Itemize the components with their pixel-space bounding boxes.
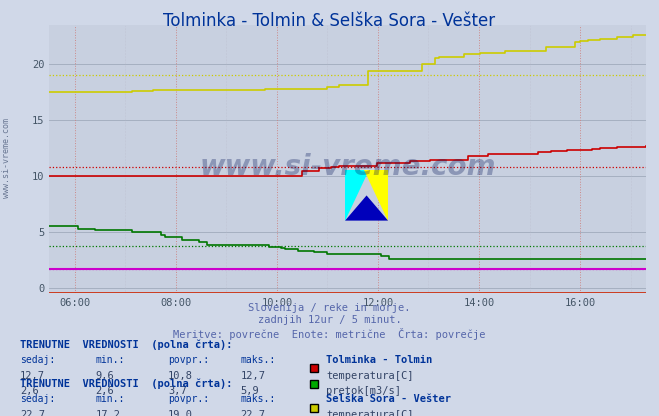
- Text: Slovenija / reke in morje.: Slovenija / reke in morje.: [248, 303, 411, 313]
- Text: 3,7: 3,7: [168, 386, 186, 396]
- Text: 17,2: 17,2: [96, 410, 121, 416]
- Text: 9,6: 9,6: [96, 371, 114, 381]
- Text: Tolminka - Tolmin: Tolminka - Tolmin: [326, 355, 432, 365]
- Text: www.si-vreme.com: www.si-vreme.com: [2, 118, 11, 198]
- Polygon shape: [345, 196, 388, 220]
- Text: Meritve: povrečne  Enote: metrične  Črta: povrečje: Meritve: povrečne Enote: metrične Črta: …: [173, 328, 486, 340]
- Text: povpr.:: povpr.:: [168, 394, 209, 404]
- Text: 22,7: 22,7: [241, 410, 266, 416]
- Text: sedaj:: sedaj:: [20, 394, 55, 404]
- Text: 2,6: 2,6: [20, 386, 38, 396]
- Text: Tolminka - Tolmin & Selška Sora - Vešter: Tolminka - Tolmin & Selška Sora - Vešter: [163, 12, 496, 30]
- Text: 22,7: 22,7: [20, 410, 45, 416]
- Text: povpr.:: povpr.:: [168, 355, 209, 365]
- Text: zadnjih 12ur / 5 minut.: zadnjih 12ur / 5 minut.: [258, 315, 401, 325]
- Text: maks.:: maks.:: [241, 394, 275, 404]
- Text: 19,0: 19,0: [168, 410, 193, 416]
- Text: 2,6: 2,6: [96, 386, 114, 396]
- Text: Selška Sora - Vešter: Selška Sora - Vešter: [326, 394, 451, 404]
- Text: pretok[m3/s]: pretok[m3/s]: [326, 386, 401, 396]
- Text: 10,8: 10,8: [168, 371, 193, 381]
- Text: maks.:: maks.:: [241, 355, 275, 365]
- Text: TRENUTNE  VREDNOSTI  (polna črta):: TRENUTNE VREDNOSTI (polna črta):: [20, 339, 232, 349]
- Text: 12,7: 12,7: [241, 371, 266, 381]
- Text: www.si-vreme.com: www.si-vreme.com: [200, 153, 496, 181]
- Text: temperatura[C]: temperatura[C]: [326, 371, 414, 381]
- Polygon shape: [364, 170, 388, 220]
- Text: temperatura[C]: temperatura[C]: [326, 410, 414, 416]
- Text: min.:: min.:: [96, 394, 125, 404]
- Text: sedaj:: sedaj:: [20, 355, 55, 365]
- Text: min.:: min.:: [96, 355, 125, 365]
- Text: 12,7: 12,7: [20, 371, 45, 381]
- Text: TRENUTNE  VREDNOSTI  (polna črta):: TRENUTNE VREDNOSTI (polna črta):: [20, 379, 232, 389]
- Polygon shape: [345, 170, 369, 220]
- Text: 5,9: 5,9: [241, 386, 259, 396]
